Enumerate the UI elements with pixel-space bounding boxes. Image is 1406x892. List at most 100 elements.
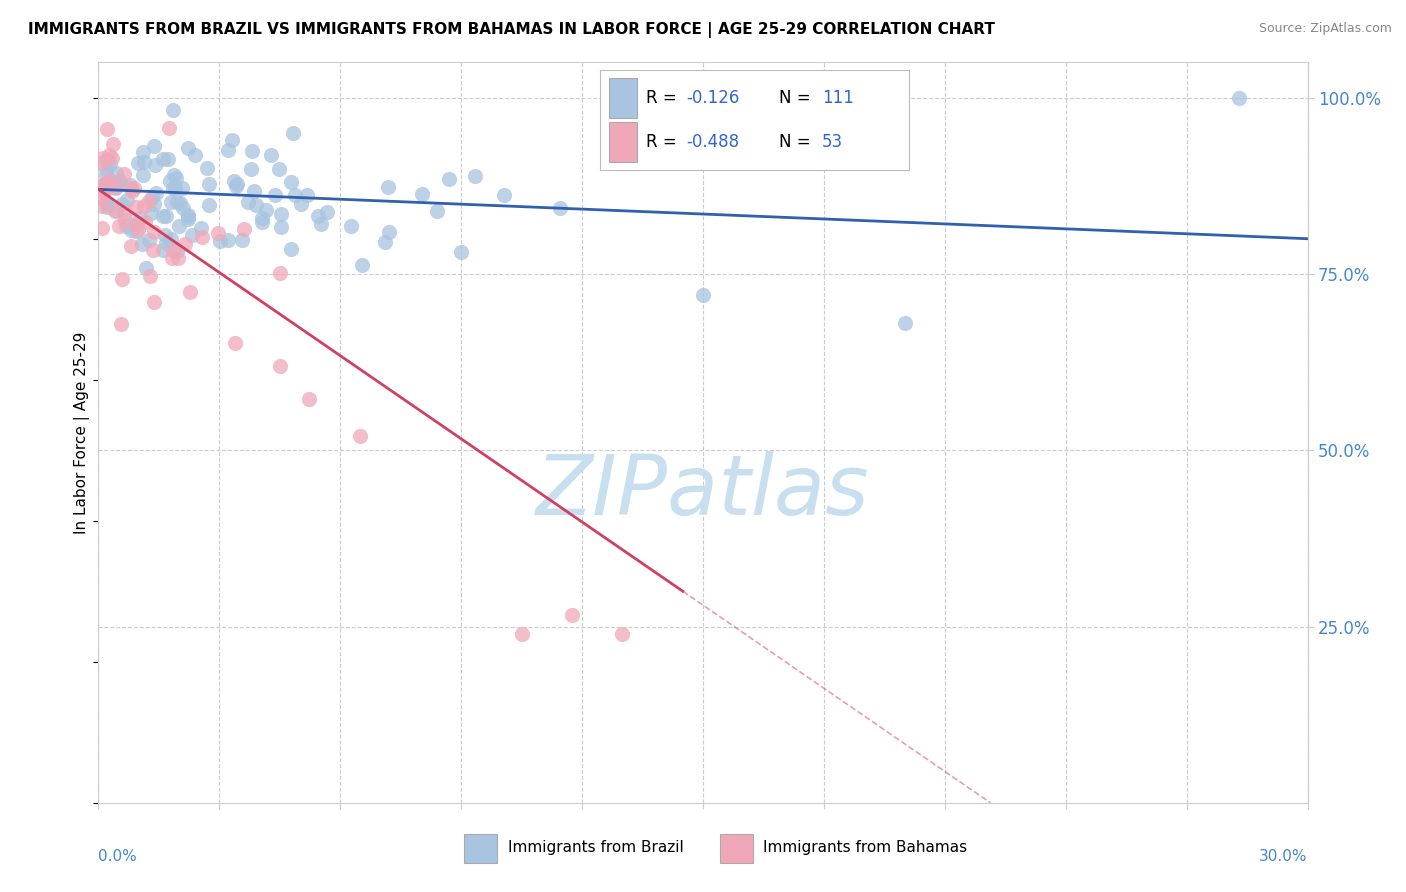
Point [270,219,292,234]
Point [91,191,114,205]
Point [131,236,153,251]
Point [134,215,156,229]
Point [233,221,256,235]
Point [169,196,191,211]
Point [162,180,184,194]
Point [162,251,184,265]
Point [114,206,136,220]
Point [198,177,221,191]
Point [120,223,142,237]
Text: 30.0%: 30.0% [1260,848,1308,863]
Point [260,147,283,161]
Point [127,216,149,230]
Point [100,151,122,165]
Point [143,294,166,309]
Point [93,177,115,191]
Point [352,258,374,272]
Point [224,336,246,351]
Point [692,288,714,302]
Point [117,194,139,208]
Point [510,626,533,640]
Point [309,218,332,232]
Point [492,187,515,202]
Point [377,180,399,194]
Point [155,210,177,224]
Point [96,195,118,210]
Y-axis label: In Labor Force | Age 25-29: In Labor Force | Age 25-29 [75,332,90,533]
Point [91,220,114,235]
Point [91,198,114,212]
Point [96,121,118,136]
Point [561,607,583,622]
Point [152,243,174,257]
Point [104,203,127,218]
Point [124,180,146,194]
Point [145,186,167,201]
Point [111,271,134,285]
Point [349,429,371,443]
Point [612,626,634,640]
Point [163,181,186,195]
Point [173,236,195,251]
Point [166,195,188,210]
Point [548,201,571,215]
Point [97,173,120,187]
Point [132,199,155,213]
Point [132,145,155,160]
Point [339,219,361,234]
Point [280,243,302,257]
Point [195,161,218,175]
Point [143,225,166,239]
Point [112,167,135,181]
Point [254,202,277,217]
Point [139,268,162,283]
Point [198,197,221,211]
Point [177,141,200,155]
Point [183,147,205,161]
Text: IMMIGRANTS FROM BRAZIL VS IMMIGRANTS FROM BAHAMAS IN LABOR FORCE | AGE 25-29 COR: IMMIGRANTS FROM BRAZIL VS IMMIGRANTS FRO… [28,22,995,38]
Point [98,148,121,162]
Point [107,176,129,190]
Point [1227,91,1250,105]
Point [91,156,114,170]
Point [127,156,149,170]
Point [426,204,449,219]
Point [135,260,157,275]
Point [270,207,292,221]
Point [225,179,247,194]
Point [142,243,165,257]
Point [142,138,165,153]
Point [191,229,214,244]
Point [125,200,148,214]
Point [96,198,118,212]
Point [374,235,396,249]
Point [264,188,287,202]
Point [132,168,155,182]
Point [217,234,239,248]
Point [290,197,312,211]
Point [236,195,259,210]
Point [115,219,138,233]
Point [298,392,321,406]
Point [96,168,118,182]
Point [245,198,267,212]
Point [159,174,181,188]
Point [101,136,124,151]
Point [267,161,290,176]
Point [411,186,433,201]
Point [96,178,118,192]
Point [240,162,263,177]
Point [250,215,273,229]
Point [162,243,184,257]
Point [283,126,305,140]
Point [152,152,174,166]
Point [209,234,232,248]
Point [108,219,131,234]
Point [155,236,177,251]
Point [96,200,118,214]
Point [91,179,114,194]
Point [162,103,184,117]
Point [240,144,263,158]
Point [893,316,915,330]
Point [96,178,118,193]
